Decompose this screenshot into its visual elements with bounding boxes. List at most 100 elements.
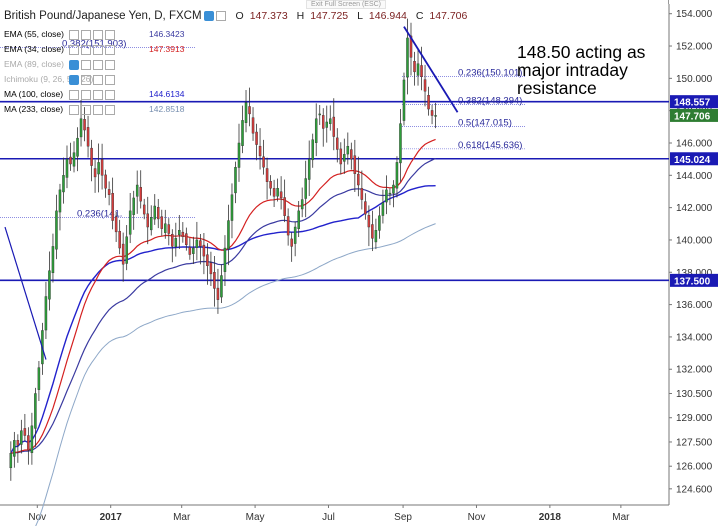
candle-body[interactable] xyxy=(423,79,427,92)
candle-body[interactable] xyxy=(286,216,290,236)
settings-icon[interactable] xyxy=(81,44,91,55)
candle-body[interactable] xyxy=(293,226,297,244)
candle-body[interactable] xyxy=(371,224,374,239)
candle-body[interactable] xyxy=(132,197,135,215)
candle-body[interactable] xyxy=(153,205,157,220)
indicator-row[interactable]: MA (233, close) 142.8518 xyxy=(4,102,184,117)
candle-body[interactable] xyxy=(300,199,304,210)
candle-body[interactable] xyxy=(209,262,213,275)
candle-body[interactable] xyxy=(336,137,339,150)
candle-body[interactable] xyxy=(48,270,51,300)
candle-body[interactable] xyxy=(62,175,65,193)
eye-icon[interactable] xyxy=(69,89,79,100)
candle-body[interactable] xyxy=(100,159,104,176)
candle-body[interactable] xyxy=(104,174,107,189)
indicator-row[interactable]: MA (100, close) 144.6134 xyxy=(4,87,184,102)
candle-body[interactable] xyxy=(135,184,139,197)
candle-body[interactable] xyxy=(244,102,248,123)
candle-body[interactable] xyxy=(97,162,100,175)
candle-body[interactable] xyxy=(409,35,413,58)
candle-body[interactable] xyxy=(34,393,37,429)
close-icon[interactable] xyxy=(105,89,115,100)
uptrend-line[interactable] xyxy=(4,226,47,360)
candle-body[interactable] xyxy=(237,142,241,168)
candle-body[interactable] xyxy=(353,155,357,174)
candle-body[interactable] xyxy=(111,193,114,221)
candle-body[interactable] xyxy=(37,367,41,390)
candle-body[interactable] xyxy=(392,184,395,194)
candle-body[interactable] xyxy=(118,230,121,249)
candle-body[interactable] xyxy=(69,156,72,165)
candle-body[interactable] xyxy=(318,113,321,116)
candle-body[interactable] xyxy=(420,65,423,77)
candle-body[interactable] xyxy=(223,247,227,272)
candle-body[interactable] xyxy=(374,230,378,243)
candle-body[interactable] xyxy=(367,215,371,228)
candle-body[interactable] xyxy=(332,116,336,137)
candle-body[interactable] xyxy=(350,149,353,160)
candle-body[interactable] xyxy=(51,246,55,274)
candle-body[interactable] xyxy=(283,197,286,216)
add-icon[interactable] xyxy=(93,104,103,115)
candle-body[interactable] xyxy=(258,145,262,157)
eye-icon[interactable] xyxy=(69,44,79,55)
candle-body[interactable] xyxy=(304,178,307,199)
candle-body[interactable] xyxy=(399,123,402,164)
candle-body[interactable] xyxy=(413,61,416,73)
candle-body[interactable] xyxy=(58,189,62,213)
candle-body[interactable] xyxy=(185,233,188,246)
candle-body[interactable] xyxy=(23,428,27,436)
candle-body[interactable] xyxy=(434,115,437,117)
candle-body[interactable] xyxy=(107,189,111,195)
candle-body[interactable] xyxy=(174,238,178,248)
candle-body[interactable] xyxy=(139,186,142,202)
indicator-row[interactable]: Ichimoku (9, 26, 52, 26) xyxy=(4,72,115,87)
candle-body[interactable] xyxy=(406,37,409,78)
candle-body[interactable] xyxy=(262,156,265,168)
candle-body[interactable] xyxy=(192,247,195,254)
candle-body[interactable] xyxy=(321,115,325,129)
eye-icon[interactable] xyxy=(69,74,79,85)
candle-body[interactable] xyxy=(364,201,367,215)
indicator-row[interactable]: EMA (34, close) 147.3913 xyxy=(4,42,184,57)
candle-body[interactable] xyxy=(20,430,23,445)
eye-icon[interactable] xyxy=(69,29,79,40)
candle-body[interactable] xyxy=(167,224,171,234)
candle-body[interactable] xyxy=(202,244,206,257)
candle-body[interactable] xyxy=(311,139,314,161)
candle-body[interactable] xyxy=(314,118,318,143)
add-icon[interactable] xyxy=(93,44,103,55)
candle-body[interactable] xyxy=(343,154,346,162)
close-icon[interactable] xyxy=(105,44,115,55)
candle-body[interactable] xyxy=(55,210,58,250)
close-icon[interactable] xyxy=(105,104,115,115)
candle-body[interactable] xyxy=(395,162,399,189)
candle-body[interactable] xyxy=(234,167,237,194)
candle-body[interactable] xyxy=(378,215,381,231)
candle-body[interactable] xyxy=(385,189,388,203)
candle-body[interactable] xyxy=(213,272,216,289)
candle-body[interactable] xyxy=(269,181,272,189)
candle-body[interactable] xyxy=(16,440,20,446)
candle-body[interactable] xyxy=(27,435,30,451)
candle-body[interactable] xyxy=(329,118,332,124)
candle-body[interactable] xyxy=(149,217,153,231)
candle-body[interactable] xyxy=(325,121,329,128)
candle-body[interactable] xyxy=(125,236,128,264)
candle-body[interactable] xyxy=(65,158,69,178)
candle-body[interactable] xyxy=(93,168,97,178)
candle-body[interactable] xyxy=(171,233,174,247)
candle-body[interactable] xyxy=(86,127,90,147)
candle-body[interactable] xyxy=(272,188,276,197)
candle-body[interactable] xyxy=(199,240,202,247)
candle-body[interactable] xyxy=(297,210,300,230)
candle-body[interactable] xyxy=(255,131,258,145)
candle-body[interactable] xyxy=(30,425,34,454)
settings-icon[interactable] xyxy=(81,104,91,115)
close-icon[interactable] xyxy=(105,74,115,85)
candle-body[interactable] xyxy=(416,63,420,76)
eye-icon[interactable] xyxy=(69,104,79,115)
indicator-row[interactable]: EMA (89, close) xyxy=(4,57,115,72)
candle-body[interactable] xyxy=(251,117,255,134)
close-icon[interactable] xyxy=(105,29,115,40)
